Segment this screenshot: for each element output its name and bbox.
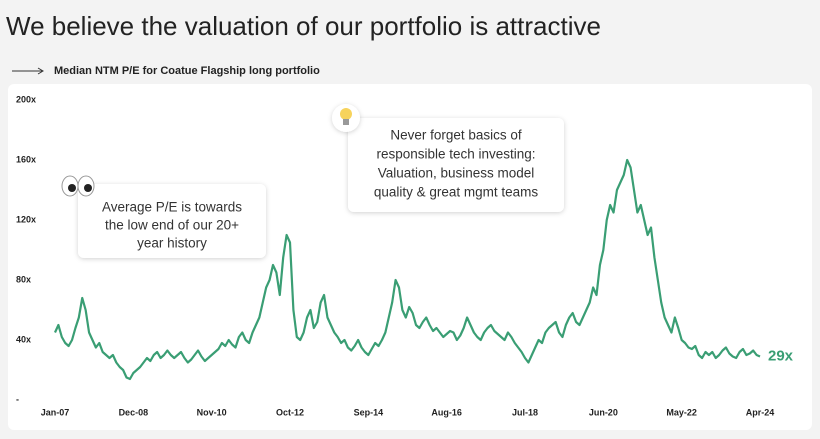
x-tick-label: Aug-16 xyxy=(431,407,462,417)
chart-title: We believe the valuation of our portfoli… xyxy=(6,11,601,41)
bulb-icon xyxy=(332,104,360,132)
annotation-text: quality & great mgmt teams xyxy=(374,185,539,200)
x-tick-label: Nov-10 xyxy=(197,407,227,417)
annotation-text: year history xyxy=(137,236,207,251)
annotation-text: Valuation, business model xyxy=(378,166,535,181)
plot-area: - 40x 80x 120x 160x 200x Jan-07 Dec-08 Nov-10 Oct… xyxy=(16,94,794,417)
annotation-text: the low end of our 20+ xyxy=(105,218,239,233)
end-value-label: 29x xyxy=(768,347,794,364)
annotation-text: responsible tech investing: xyxy=(376,147,535,162)
x-tick-label: Jul-18 xyxy=(512,407,538,417)
annotation-text: Average P/E is towards xyxy=(102,200,242,215)
plot-card xyxy=(8,84,812,430)
annotation-box xyxy=(348,118,564,212)
y-tick-label: - xyxy=(16,394,19,404)
annotation-text: Never forget basics of xyxy=(390,128,522,143)
y-tick-label: 200x xyxy=(16,94,36,104)
series-line xyxy=(53,158,761,381)
y-tick-label: 160x xyxy=(16,154,36,164)
x-tick-label: Jan-07 xyxy=(41,407,70,417)
x-tick-label: Apr-24 xyxy=(746,407,775,417)
y-tick-label: 40x xyxy=(16,334,31,344)
x-tick-label: May-22 xyxy=(666,407,697,417)
arrow-head xyxy=(37,67,44,75)
y-tick-label: 80x xyxy=(16,274,31,284)
chart-subtitle: Median NTM P/E for Coatue Flagship long … xyxy=(54,65,320,77)
x-tick-label: Dec-08 xyxy=(119,407,149,417)
x-tick-label: Oct-12 xyxy=(276,407,304,417)
annotations: Average P/E is towards the low end of our… xyxy=(102,128,538,251)
x-tick-label: Sep-14 xyxy=(354,407,384,417)
x-tick-label: Jun-20 xyxy=(589,407,618,417)
annotation-box xyxy=(78,184,266,258)
y-tick-label: 120x xyxy=(16,214,36,224)
eyes-icon xyxy=(61,175,95,197)
